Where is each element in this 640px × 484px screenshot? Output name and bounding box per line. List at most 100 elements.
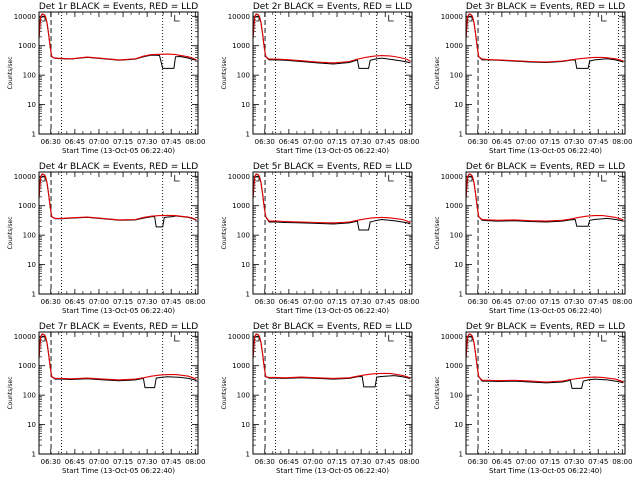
y-tick-label: 10	[454, 101, 463, 109]
detector-panel-1: Det 1r BLACK = Events, RED = LLD Counts/s…	[7, 2, 205, 155]
x-tick-label: 07:15	[540, 298, 560, 306]
plot-frame	[38, 11, 199, 135]
y-tick-label: 10	[454, 421, 463, 429]
x-tick-label: 08:00	[399, 298, 419, 306]
x-tick-label: 06:30	[255, 138, 275, 146]
x-tick-label: 06:45	[65, 138, 85, 146]
x-tick-label: 07:15	[540, 138, 560, 146]
x-tick-label: 06:45	[279, 458, 299, 466]
corner-marker	[42, 336, 46, 342]
series-line-lld	[252, 173, 411, 224]
y-tick-label: 1000	[232, 362, 250, 370]
y-tick-label: 10	[241, 421, 250, 429]
series-line-events	[38, 173, 197, 228]
y-axis-label: Counts/sec	[7, 216, 14, 249]
y-tick-label: 1	[459, 131, 463, 139]
x-tick-label: 07:00	[303, 458, 323, 466]
x-tick-label: 07:30	[137, 138, 157, 146]
x-tick-label: 06:30	[468, 458, 488, 466]
y-tick-label: 100	[237, 72, 250, 80]
x-tick-label: 07:45	[161, 298, 181, 306]
x-tick-label: 07:30	[564, 458, 584, 466]
plot-frame	[252, 171, 413, 295]
series-line-events	[252, 13, 411, 69]
x-tick-label: 07:45	[588, 138, 608, 146]
x-tick-label: 07:45	[161, 138, 181, 146]
corner-marker	[388, 335, 394, 342]
y-tick-label: 1000	[445, 202, 463, 210]
series-line-lld	[252, 13, 411, 64]
series-line-events	[465, 13, 624, 69]
x-axis-label: Start Time (13-Oct-05 06:22:40)	[62, 147, 175, 155]
y-tick-label: 100	[450, 392, 463, 400]
x-tick-label: 06:45	[65, 298, 85, 306]
y-tick-label: 1000	[445, 42, 463, 50]
x-tick-label: 08:00	[399, 458, 419, 466]
series-line-lld	[38, 333, 197, 381]
plot-frame	[252, 11, 413, 135]
x-tick-label: 07:45	[375, 458, 395, 466]
y-tick-label: 10000	[441, 333, 463, 341]
y-tick-label: 1000	[18, 362, 36, 370]
detector-panel-8: Det 8r BLACK = Events, RED = LLD Counts/s…	[221, 322, 419, 475]
corner-marker	[42, 16, 46, 22]
y-tick-label: 10000	[228, 333, 250, 341]
x-tick-label: 07:15	[327, 138, 347, 146]
x-tick-label: 07:00	[303, 138, 323, 146]
series-line-lld	[465, 173, 624, 222]
x-tick-label: 07:00	[516, 138, 536, 146]
y-tick-label: 1000	[232, 202, 250, 210]
panel-title: Det 3r BLACK = Events, RED = LLD	[466, 2, 625, 12]
corner-marker	[469, 336, 473, 342]
panel-title: Det 1r BLACK = Events, RED = LLD	[39, 2, 198, 12]
y-tick-label: 10000	[14, 173, 36, 181]
x-tick-label: 07:00	[89, 298, 109, 306]
y-tick-label: 100	[237, 392, 250, 400]
y-tick-label: 10000	[441, 173, 463, 181]
detector-panel-4: Det 4r BLACK = Events, RED = LLD Counts/s…	[7, 162, 205, 315]
x-tick-label: 07:00	[516, 458, 536, 466]
x-axis-label: Start Time (13-Oct-05 06:22:40)	[62, 307, 175, 315]
y-tick-label: 1	[32, 451, 36, 459]
y-tick-label: 1	[32, 131, 36, 139]
x-tick-label: 06:45	[492, 138, 512, 146]
x-tick-label: 06:30	[41, 138, 61, 146]
y-tick-label: 1000	[445, 362, 463, 370]
x-tick-label: 07:00	[516, 298, 536, 306]
corner-marker	[469, 16, 473, 22]
y-tick-label: 10	[27, 421, 36, 429]
panel-title: Det 5r BLACK = Events, RED = LLD	[253, 162, 412, 172]
series-line-lld	[38, 13, 197, 61]
x-tick-label: 07:45	[588, 298, 608, 306]
y-tick-label: 1000	[18, 42, 36, 50]
y-tick-label: 100	[450, 72, 463, 80]
plot-frame	[252, 331, 413, 455]
y-axis-label: Counts/sec	[221, 56, 228, 89]
y-tick-label: 10000	[228, 13, 250, 21]
y-tick-label: 10	[27, 101, 36, 109]
x-tick-label: 07:30	[564, 298, 584, 306]
x-tick-label: 07:45	[588, 458, 608, 466]
panel-title: Det 4r BLACK = Events, RED = LLD	[39, 162, 198, 172]
x-tick-label: 07:15	[327, 458, 347, 466]
detector-panel-5: Det 5r BLACK = Events, RED = LLD Counts/s…	[221, 162, 419, 315]
x-axis-label: Start Time (13-Oct-05 06:22:40)	[276, 467, 389, 475]
corner-marker	[256, 16, 260, 22]
y-axis-label: Counts/sec	[434, 216, 441, 249]
x-tick-label: 07:00	[303, 298, 323, 306]
x-tick-label: 07:30	[351, 458, 371, 466]
x-tick-label: 08:00	[612, 458, 632, 466]
panel-title: Det 2r BLACK = Events, RED = LLD	[253, 2, 412, 12]
corner-marker	[174, 335, 180, 342]
series-line-events	[465, 173, 624, 227]
corner-marker	[601, 175, 607, 182]
detector-panel-7: Det 7r BLACK = Events, RED = LLD Counts/s…	[7, 322, 205, 475]
detector-panel-3: Det 3r BLACK = Events, RED = LLD Counts/s…	[434, 2, 632, 155]
corner-marker	[601, 15, 607, 22]
y-axis-label: Counts/sec	[221, 216, 228, 249]
corner-marker	[469, 176, 473, 182]
x-tick-label: 07:15	[327, 298, 347, 306]
y-tick-label: 100	[23, 392, 36, 400]
x-tick-label: 06:30	[41, 458, 61, 466]
y-tick-label: 100	[23, 232, 36, 240]
